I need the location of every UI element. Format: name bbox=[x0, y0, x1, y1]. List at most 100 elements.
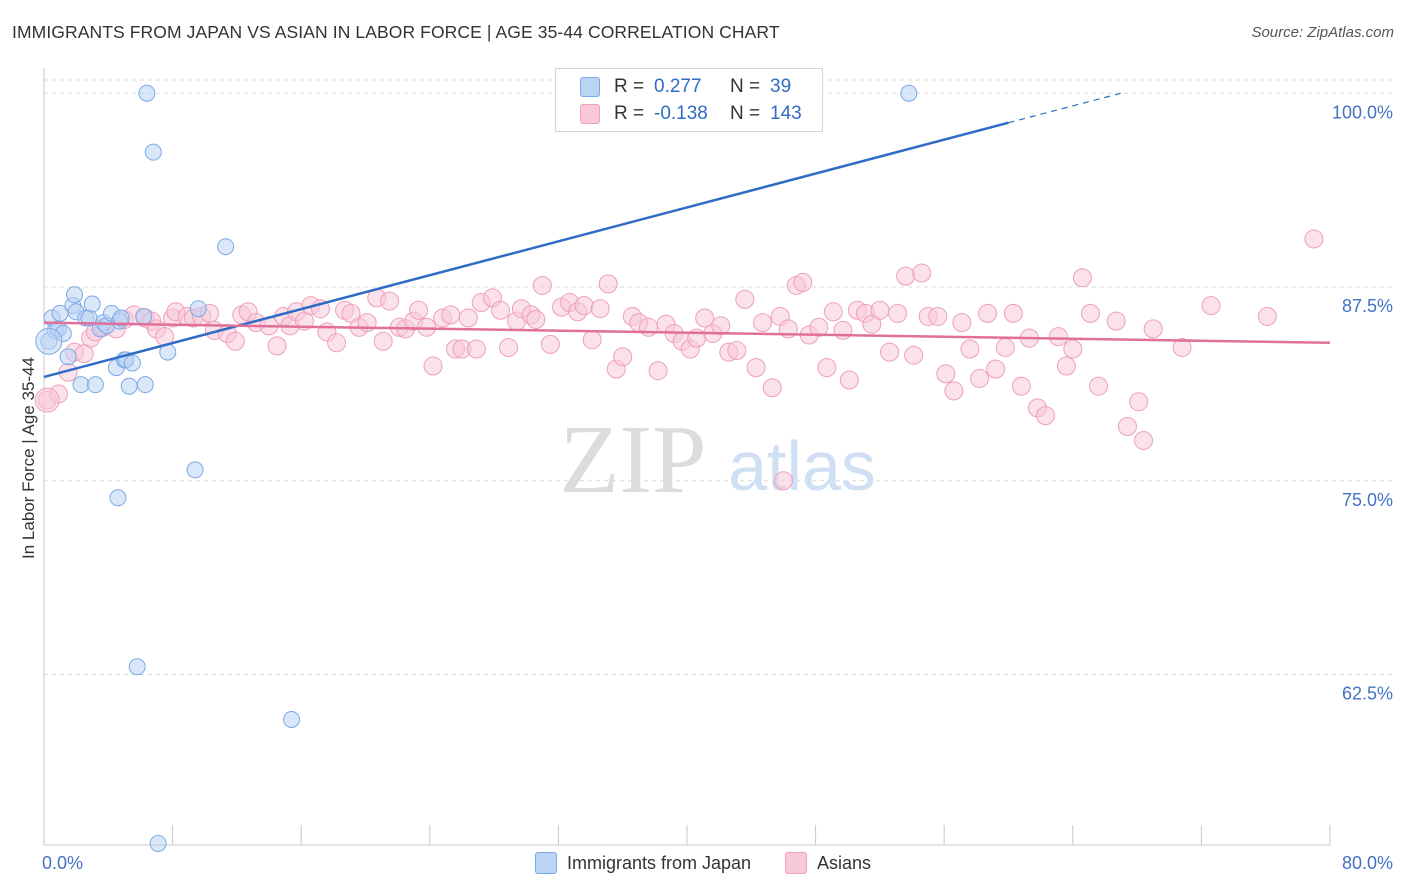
y-tick-label: 100.0% bbox=[1332, 102, 1393, 122]
scatter-point bbox=[1129, 392, 1149, 412]
scatter-point bbox=[995, 337, 1015, 357]
scatter-point bbox=[423, 356, 443, 376]
scatter-point bbox=[138, 84, 156, 102]
scatter-point bbox=[762, 378, 782, 398]
scatter-point bbox=[149, 834, 167, 852]
scatter-point bbox=[888, 303, 908, 323]
scatter-point bbox=[123, 354, 141, 372]
trend-line-asians bbox=[43, 321, 1331, 345]
legend-r-value: -0.138 bbox=[654, 103, 708, 124]
chart-title: IMMIGRANTS FROM JAPAN VS ASIAN IN LABOR … bbox=[12, 22, 780, 42]
scatter-point bbox=[135, 307, 153, 325]
legend-label-japan: Immigrants from Japan bbox=[566, 852, 752, 873]
scatter-point bbox=[72, 376, 90, 394]
scatter-point bbox=[109, 489, 127, 507]
scatter-point bbox=[1063, 339, 1083, 359]
watermark-zip: ZIP bbox=[560, 406, 707, 514]
scatter-point bbox=[1072, 268, 1092, 288]
scatter-point bbox=[532, 275, 552, 295]
axes bbox=[43, 68, 1331, 846]
scatter-point bbox=[1201, 296, 1221, 316]
scatter-point bbox=[648, 361, 668, 381]
scatter-point bbox=[1011, 376, 1031, 396]
scatter-point bbox=[128, 658, 146, 676]
scatter-point bbox=[540, 334, 560, 354]
scatter-point bbox=[1003, 303, 1023, 323]
scatter-point bbox=[327, 333, 347, 353]
legend-swatch-japan bbox=[534, 852, 557, 874]
scatter-point bbox=[753, 313, 773, 333]
scatter-point bbox=[638, 317, 658, 337]
legend-r-value: 0.277 bbox=[654, 76, 702, 97]
scatter-point bbox=[590, 299, 610, 319]
scatter-point bbox=[86, 376, 104, 394]
legend-n-value: 143 bbox=[770, 103, 802, 124]
scatter-point bbox=[833, 320, 853, 340]
y-tick-label: 62.5% bbox=[1342, 684, 1393, 704]
scatter-point bbox=[817, 358, 837, 378]
stats-legend: R = 0.277 N = 39 R = -0.138 N = 143 bbox=[555, 68, 823, 132]
scatter-point bbox=[986, 359, 1006, 379]
scatter-point bbox=[526, 310, 546, 330]
scatter-point bbox=[823, 302, 843, 322]
scatter-point bbox=[928, 306, 948, 326]
scatter-point bbox=[613, 347, 633, 367]
legend-r-label: R = bbox=[614, 76, 645, 97]
scatter-point bbox=[904, 345, 924, 365]
grid-lines bbox=[44, 79, 1394, 675]
scatter-point bbox=[896, 266, 916, 286]
scatter-point bbox=[120, 377, 138, 395]
scatter-point bbox=[267, 336, 287, 356]
scatter-point bbox=[283, 710, 301, 728]
legend-label-asians: Asians bbox=[817, 852, 872, 873]
scatter-point bbox=[217, 238, 235, 256]
x-tick-label: 0.0% bbox=[42, 853, 83, 873]
scatter-point bbox=[793, 272, 813, 292]
scatter-point bbox=[1143, 319, 1163, 339]
series-japan bbox=[35, 84, 918, 852]
scatter-point bbox=[809, 317, 829, 337]
scatter-point bbox=[441, 305, 461, 325]
scatter-point bbox=[773, 471, 793, 491]
scatter-point bbox=[1035, 406, 1055, 426]
scatter-point bbox=[144, 143, 162, 161]
legend-n-label: N = bbox=[730, 103, 761, 124]
y-axis-label: In Labor Force | Age 35-44 bbox=[19, 357, 38, 559]
legend-n-label: N = bbox=[730, 76, 761, 97]
legend-swatch-japan bbox=[580, 77, 600, 97]
x-tick-label: 80.0% bbox=[1342, 853, 1393, 873]
scatter-point bbox=[574, 296, 594, 316]
scatter-point bbox=[1257, 306, 1277, 326]
scatter-point bbox=[186, 461, 204, 479]
trend-lines bbox=[43, 92, 1331, 379]
scatter-point bbox=[598, 274, 618, 294]
scatter-point bbox=[936, 364, 956, 384]
scatter-point bbox=[112, 309, 130, 327]
legend-item-asians: Asians bbox=[785, 852, 871, 874]
legend-item-japan: Immigrants from Japan bbox=[534, 852, 752, 874]
scatter-point bbox=[1048, 327, 1068, 347]
scatter-point bbox=[880, 342, 900, 362]
scatter-point bbox=[189, 300, 207, 318]
y-tick-label: 87.5% bbox=[1342, 296, 1393, 316]
scatter-point bbox=[458, 308, 478, 328]
scatter-point bbox=[66, 286, 84, 304]
trend-line-japan-extension bbox=[1008, 92, 1122, 124]
series-asians bbox=[34, 229, 1324, 491]
scatter-point bbox=[1080, 303, 1100, 323]
scatter-point bbox=[582, 330, 602, 350]
scatter-point bbox=[1056, 356, 1076, 376]
watermark: ZIP atlas bbox=[560, 406, 876, 514]
scatter-point bbox=[839, 370, 859, 390]
scatter-point bbox=[35, 327, 63, 355]
scatter-point bbox=[1089, 376, 1109, 396]
legend-n-value: 39 bbox=[770, 76, 792, 97]
scatter-point bbox=[59, 348, 77, 366]
scatter-point bbox=[695, 308, 715, 328]
series-legend: Immigrants from Japan Asians bbox=[0, 852, 1406, 874]
legend-swatch-asians bbox=[580, 104, 600, 124]
scatter-point bbox=[870, 300, 890, 320]
scatter-point bbox=[1117, 417, 1137, 436]
scatter-point bbox=[735, 289, 755, 309]
